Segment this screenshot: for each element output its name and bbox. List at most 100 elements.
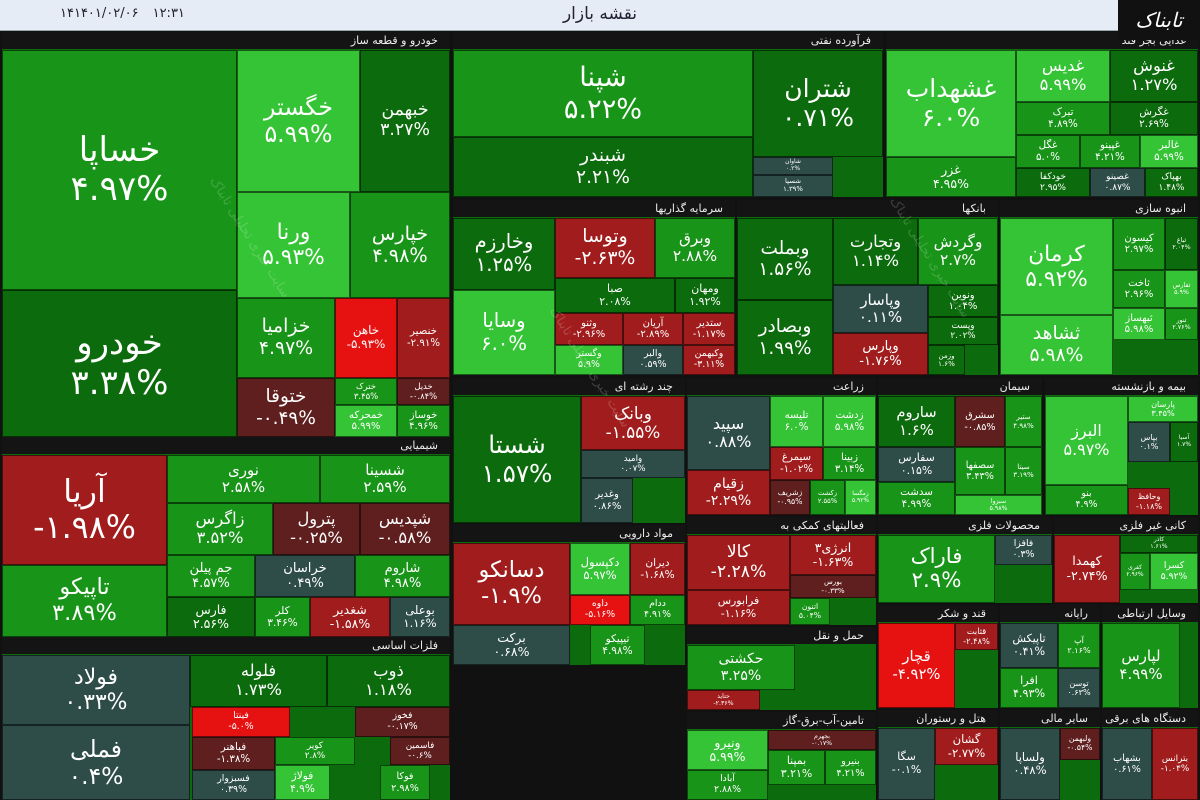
stock-symbol: فارس [195, 601, 227, 617]
stock-change: -۰.۵۴% [1067, 743, 1093, 752]
stock-tile: جم پیلن ۴.۵۷% [167, 555, 255, 597]
stock-change: ۳.۴۳% [966, 471, 994, 482]
stock-symbol: بوعلی [405, 602, 435, 617]
stock-tile: زبینا ۳.۱۴% [823, 447, 876, 480]
stock-change: ۲.۸۸% [672, 247, 718, 265]
stock-change: ۲.۰۸% [599, 294, 631, 308]
stock-change: ۴.۹۱% [644, 609, 671, 620]
stock-symbol: وگستر [576, 348, 602, 360]
stock-tile: فلوله ۱.۷۳% [190, 655, 327, 707]
stock-tile: غگل ۵.۰% [1016, 135, 1080, 168]
stock-change: ۵.۹۹% [264, 120, 333, 148]
stock-change: -۲.۳۶% [713, 700, 734, 707]
stock-tile: ولساپا ۰.۴۸% [1000, 728, 1060, 800]
stock-symbol: شسپا [784, 177, 802, 186]
sector-title: شیمیایی [2, 437, 450, 454]
stock-symbol: خترک [356, 380, 376, 391]
stock-tile: تاپیکو ۳.۸۹% [2, 565, 167, 637]
stock-change: ۴.۹۶% [409, 421, 438, 432]
stock-change: -۱.۹۸% [33, 510, 136, 546]
stock-tile: دکپسول ۵.۹۷% [570, 543, 630, 595]
stock-change: ۱.۶% [899, 421, 934, 439]
stock-tile: کاذر ۱.۶۱% [1120, 535, 1198, 553]
stock-symbol: وتوسا [582, 226, 628, 248]
stock-tile: ستدیر -۱.۱۷% [683, 313, 735, 345]
stock-tile: حتاید -۲.۳۶% [687, 690, 760, 710]
stock-change: ۵.۹۸% [834, 421, 865, 433]
stock-symbol: ددام [649, 598, 666, 610]
stock-symbol: حکشتی [718, 651, 764, 668]
stock-tile: سشرق -۰.۸۵% [955, 396, 1005, 447]
sector: چند رشته ای شستا ۱.۵۷% وبانک -۱.۵۵% وامید ۰.۰۷… [453, 378, 685, 523]
stock-tile: زکشت ۲.۵۵% [810, 480, 845, 515]
stock-tile: فاراک ۲.۹% [878, 535, 995, 603]
stock-tile: خبهمن ۳.۲۷% [360, 50, 450, 192]
stock-symbol: خاهن [352, 323, 380, 338]
stock-change: -۰.۴۹% [256, 407, 316, 429]
sector-title: مواد دارویی [453, 525, 685, 542]
sector: تامین-آب-برق-گاز ونیرو ۵.۹۹% آبادا ۲.۸۸% بجهر… [687, 712, 876, 800]
stock-change: -۴.۹۲% [892, 665, 941, 683]
stock-tile: خزامیا ۴.۹۷% [237, 298, 335, 378]
stock-symbol: غصینو [1106, 172, 1129, 183]
stock-change: ۶.۰% [921, 102, 981, 132]
stock-symbol: فوکا [396, 771, 414, 783]
stock-tile: آریان -۲.۸۹% [623, 313, 683, 345]
sector-title: انبوه سازی [1000, 200, 1198, 217]
stock-tile: فسبزوار ۰.۳۹% [192, 770, 275, 800]
stock-tile: بمپنا ۳.۲۱% [768, 750, 825, 785]
sector-title: سایر مالی [1000, 710, 1100, 727]
stock-symbol: افرا [1020, 674, 1038, 688]
stock-symbol: فرابورس [717, 593, 760, 607]
sector-title: محصولات فلزی [878, 517, 1052, 534]
sector: غذایی بجز قند غشهداب ۶.۰% غزر ۴.۹۵% غدیس ۵.۹۹%… [886, 32, 1198, 197]
stock-tile: خراسان ۰.۴۹% [255, 555, 355, 597]
stock-change: ۰.۵۹% [639, 359, 667, 370]
stock-tile: وگردش ۲.۷% [918, 218, 998, 285]
stock-change: ۵.۲۲% [563, 93, 643, 125]
sector-title: وسایل ارتباطی [1102, 605, 1198, 622]
stock-tile: کهمدا -۲.۷۴% [1054, 535, 1120, 603]
stock-tile: فخوز -۰.۱۷% [355, 707, 450, 737]
stock-symbol: گشان [952, 732, 981, 747]
stock-tile: اتنون ۵.۰۴% [790, 598, 830, 625]
stock-symbol: سفارس [898, 450, 935, 464]
stock-symbol: خودرو [76, 323, 163, 364]
stock-tile: بجهرم -۰.۱۷% [768, 730, 876, 750]
stock-change: ۴.۹۹% [901, 497, 932, 510]
sector-title: زراعت [687, 378, 876, 395]
stock-change: ۳.۱۹% [1013, 470, 1034, 479]
sector: رایانه تاپیکش ۰.۴۱% آپ ۲.۱۶% افرا ۴.۹۳% توسن ۰.۶… [1000, 605, 1100, 708]
stock-tile: بورس -۰.۳۳% [790, 575, 876, 598]
stock-change: ۴.۲۱% [1095, 150, 1125, 163]
stock-symbol: وحافظ [1137, 492, 1161, 502]
sector: زراعت سپید ۰.۸۸% تلیسه ۶.۰% زدشت ۵.۹۸% زقیام -۲.… [687, 378, 876, 515]
stock-change: ۵.۰۴% [798, 610, 822, 620]
stock-symbol: ونیرو [714, 734, 741, 750]
stock-change: ۴.۹۷% [70, 169, 169, 209]
sector: سرمایه گذاریها وخارزم ۱.۲۵% وسایا ۶.۰% وتوسا -… [453, 200, 735, 375]
stock-symbol: وبملت [760, 237, 810, 259]
stock-symbol: ثاخت [1128, 277, 1150, 289]
stock-symbol: دسانکو [478, 557, 545, 584]
stock-change: -۱.۳۸% [216, 752, 251, 765]
stock-change: -۲.۷۷% [947, 745, 986, 760]
stock-tile: آریا -۱.۹۸% [2, 455, 167, 565]
stock-tile: زشریف -۰.۹۵% [770, 480, 810, 515]
stock-tile: خاهن -۵.۹۳% [335, 298, 397, 378]
stock-change: ۰.۱۱% [858, 308, 903, 326]
logo: تابناک [1118, 0, 1200, 40]
stock-tile: سیتا ۳.۱۹% [1005, 447, 1042, 495]
sector: دستگاه های برقی بشهاب ۰.۶۱% بترانس -۱.۰۴% [1102, 710, 1198, 800]
stock-change: ۱.۲۷% [1130, 75, 1178, 94]
page-title: نقشه بازار [562, 4, 638, 24]
sector: وسایل ارتباطی لپارس ۴.۹۹% [1102, 605, 1198, 708]
stock-symbol: زشریف [777, 487, 803, 497]
stock-symbol: خمحرکه [348, 409, 384, 421]
stock-tile: قثابت -۲.۴۸% [955, 623, 998, 650]
stock-symbol: شسینا [365, 460, 405, 479]
stock-change: -۲.۲۹% [705, 492, 752, 509]
stock-symbol: کیسون [1124, 232, 1154, 244]
stock-tile: شاروم ۴.۹۸% [355, 555, 450, 597]
stock-symbol: شپدیس [378, 509, 432, 529]
